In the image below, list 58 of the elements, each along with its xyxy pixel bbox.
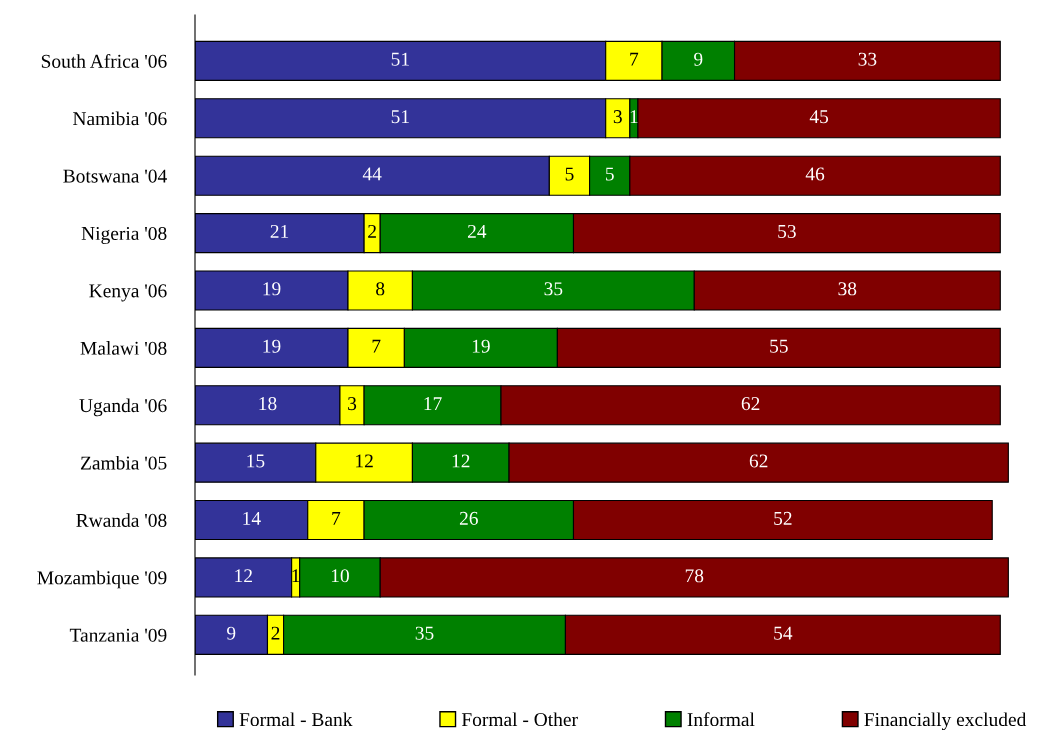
data-label: 3 xyxy=(348,397,357,411)
y-tick-label: Rwanda '08 xyxy=(76,513,167,527)
data-label: 38 xyxy=(838,282,857,296)
data-label: 78 xyxy=(685,569,704,583)
y-tick-label: Mozambique '09 xyxy=(37,570,167,589)
y-tick-label: Zambia '05 xyxy=(80,455,167,470)
data-label: 7 xyxy=(372,339,381,353)
data-label: 52 xyxy=(774,511,792,525)
data-label: 5 xyxy=(605,167,614,181)
data-label: 62 xyxy=(741,397,760,411)
data-label: 35 xyxy=(544,282,563,296)
data-label: 9 xyxy=(227,626,236,640)
data-label: 26 xyxy=(459,511,478,525)
y-tick-label: South Africa '06 xyxy=(41,53,167,68)
y-tick-label: Uganda '06 xyxy=(79,398,167,417)
y-tick-label: Namibia '06 xyxy=(73,111,167,126)
data-label: 14 xyxy=(243,511,261,525)
data-label: 12 xyxy=(356,454,373,468)
data-label: 45 xyxy=(809,110,829,124)
data-label: 1 xyxy=(630,110,638,123)
data-label: 18 xyxy=(259,397,277,411)
data-label: 10 xyxy=(331,569,349,583)
data-label: 44 xyxy=(362,167,382,181)
data-label: 33 xyxy=(858,52,877,66)
data-label: 53 xyxy=(778,224,796,238)
data-label: 12 xyxy=(235,569,252,583)
data-label: 51 xyxy=(391,110,409,124)
data-label: 7 xyxy=(630,52,639,66)
data-label: 15 xyxy=(247,454,265,468)
data-label: 8 xyxy=(376,282,385,296)
legend-label: Formal - Other xyxy=(461,712,578,727)
data-label: 19 xyxy=(472,339,490,353)
data-label: 19 xyxy=(263,339,281,353)
data-label: 17 xyxy=(424,397,442,410)
y-tick-label: Malawi '08 xyxy=(80,341,167,355)
data-label: 2 xyxy=(368,224,376,238)
data-label: 12 xyxy=(452,454,470,468)
y-tick-label: Kenya '06 xyxy=(89,284,167,302)
data-label: 54 xyxy=(774,626,793,640)
data-label: 21 xyxy=(270,224,289,238)
legend-label: Financially excluded xyxy=(864,712,1027,731)
legend-label: Informal xyxy=(687,712,755,727)
y-tick-label: Nigeria '08 xyxy=(81,226,167,244)
data-label: 5 xyxy=(565,167,574,181)
data-label: 19 xyxy=(263,282,281,296)
legend-label: Formal - Bank xyxy=(239,712,353,727)
data-label: 55 xyxy=(770,339,788,353)
data-label: 9 xyxy=(694,52,703,66)
y-tick-label: Tanzania '09 xyxy=(69,628,167,642)
data-label: 24 xyxy=(467,224,487,238)
data-label: 62 xyxy=(749,454,768,468)
data-label: 2 xyxy=(271,626,280,640)
data-label: 51 xyxy=(391,52,409,66)
data-label: 46 xyxy=(805,167,825,181)
data-label: 7 xyxy=(332,511,341,525)
data-label: 3 xyxy=(613,110,622,124)
y-tick-label: Botswana '04 xyxy=(63,169,167,183)
data-label: 35 xyxy=(415,626,434,640)
